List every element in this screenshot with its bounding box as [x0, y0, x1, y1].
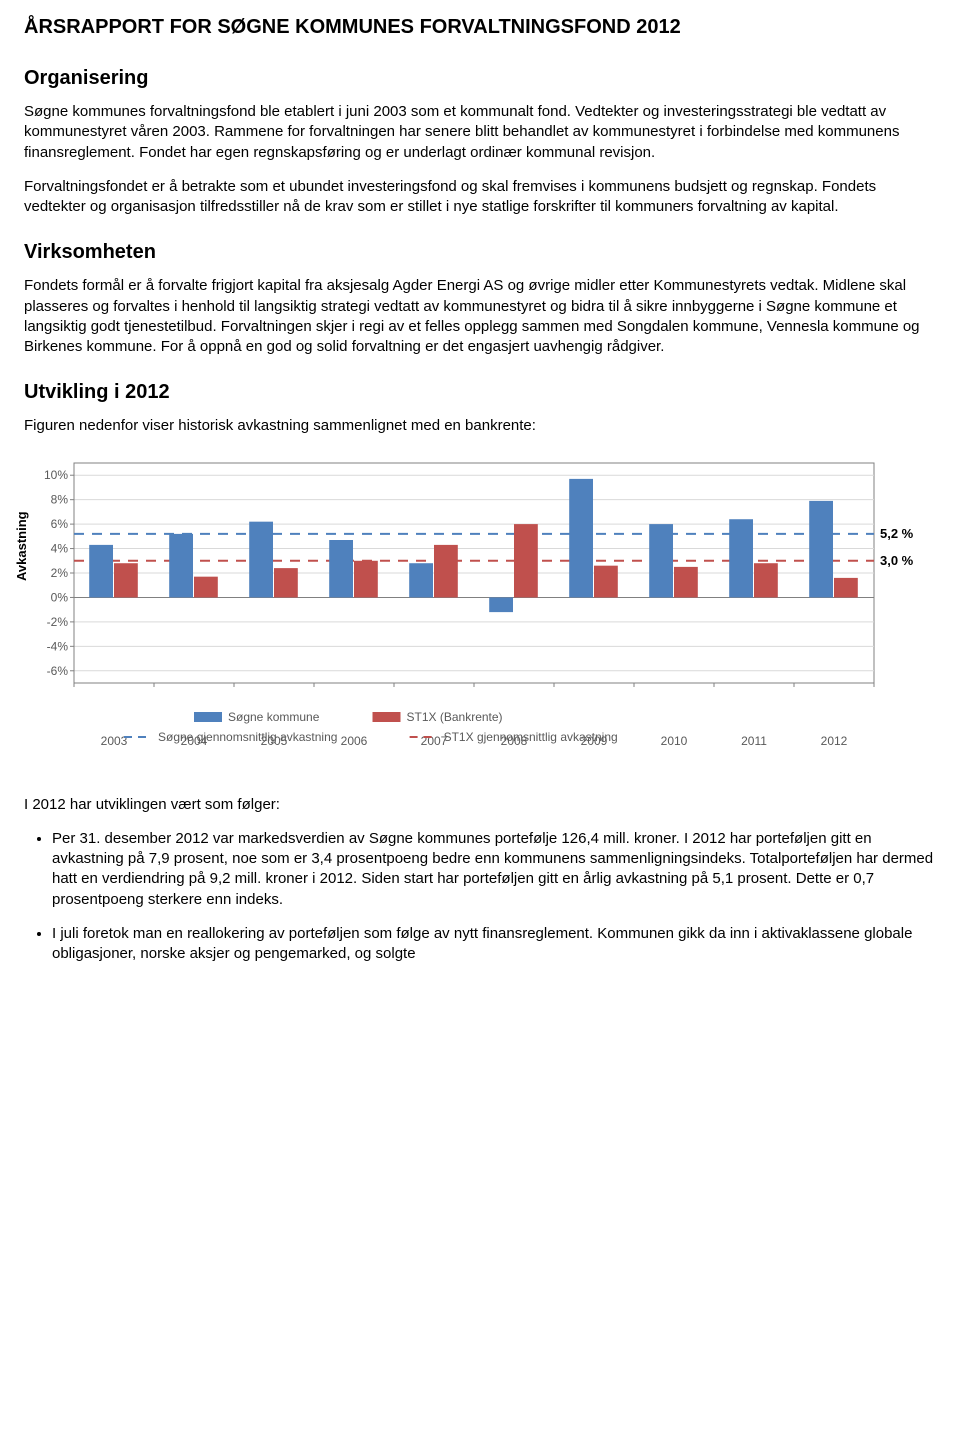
avkastning-chart: Avkastning -6%-4%-2%0%2%4%6%8%10%5,2 %3,… [24, 451, 936, 771]
svg-text:-4%: -4% [47, 639, 69, 653]
svg-text:0%: 0% [51, 590, 69, 604]
utvikling-after-chart: I 2012 har utviklingen vært som følger: [24, 795, 936, 815]
heading-utvikling: Utvikling i 2012 [24, 381, 936, 404]
svg-text:ST1X gjennomsnittlig avkastnin: ST1X gjennomsnittlig avkastning [444, 730, 618, 744]
svg-text:6%: 6% [51, 517, 69, 531]
svg-text:2010: 2010 [661, 734, 688, 748]
svg-text:10%: 10% [44, 468, 68, 482]
virksomheten-p1: Fondets formål er å forvalte frigjort ka… [24, 276, 936, 357]
heading-organisering: Organisering [24, 67, 936, 90]
svg-text:2012: 2012 [821, 734, 848, 748]
doc-title: ÅRSRAPPORT FOR SØGNE KOMMUNES FORVALTNIN… [24, 16, 936, 39]
organisering-p1: Søgne kommunes forvaltningsfond ble etab… [24, 102, 936, 163]
svg-text:ST1X (Bankrente): ST1X (Bankrente) [407, 710, 503, 724]
heading-virksomheten: Virksomheten [24, 241, 936, 264]
svg-text:-2%: -2% [47, 614, 69, 628]
organisering-p2: Forvaltningsfondet er å betrakte som et … [24, 177, 936, 218]
svg-text:5,2 %: 5,2 % [880, 525, 914, 540]
svg-text:-6%: -6% [47, 663, 69, 677]
svg-text:Søgne kommune: Søgne kommune [228, 710, 320, 724]
svg-text:2003: 2003 [101, 734, 128, 748]
svg-text:3,0 %: 3,0 % [880, 552, 914, 567]
svg-text:8%: 8% [51, 492, 69, 506]
utvikling-intro: Figuren nedenfor viser historisk avkastn… [24, 416, 936, 436]
svg-text:2006: 2006 [341, 734, 368, 748]
chart-svg: -6%-4%-2%0%2%4%6%8%10%5,2 %3,0 %20032004… [24, 451, 934, 771]
chart-ylabel: Avkastning [14, 511, 29, 581]
bullet-2: I juli foretok man en reallokering av po… [52, 924, 936, 965]
svg-text:2%: 2% [51, 566, 69, 580]
svg-text:2011: 2011 [741, 734, 767, 748]
bullet-1: Per 31. desember 2012 var markedsverdien… [52, 829, 936, 910]
svg-text:Søgne gjennomsnittlig avkastni: Søgne gjennomsnittlig avkastning [158, 730, 337, 744]
svg-text:4%: 4% [51, 541, 69, 555]
utvikling-bullets: Per 31. desember 2012 var markedsverdien… [52, 829, 936, 965]
